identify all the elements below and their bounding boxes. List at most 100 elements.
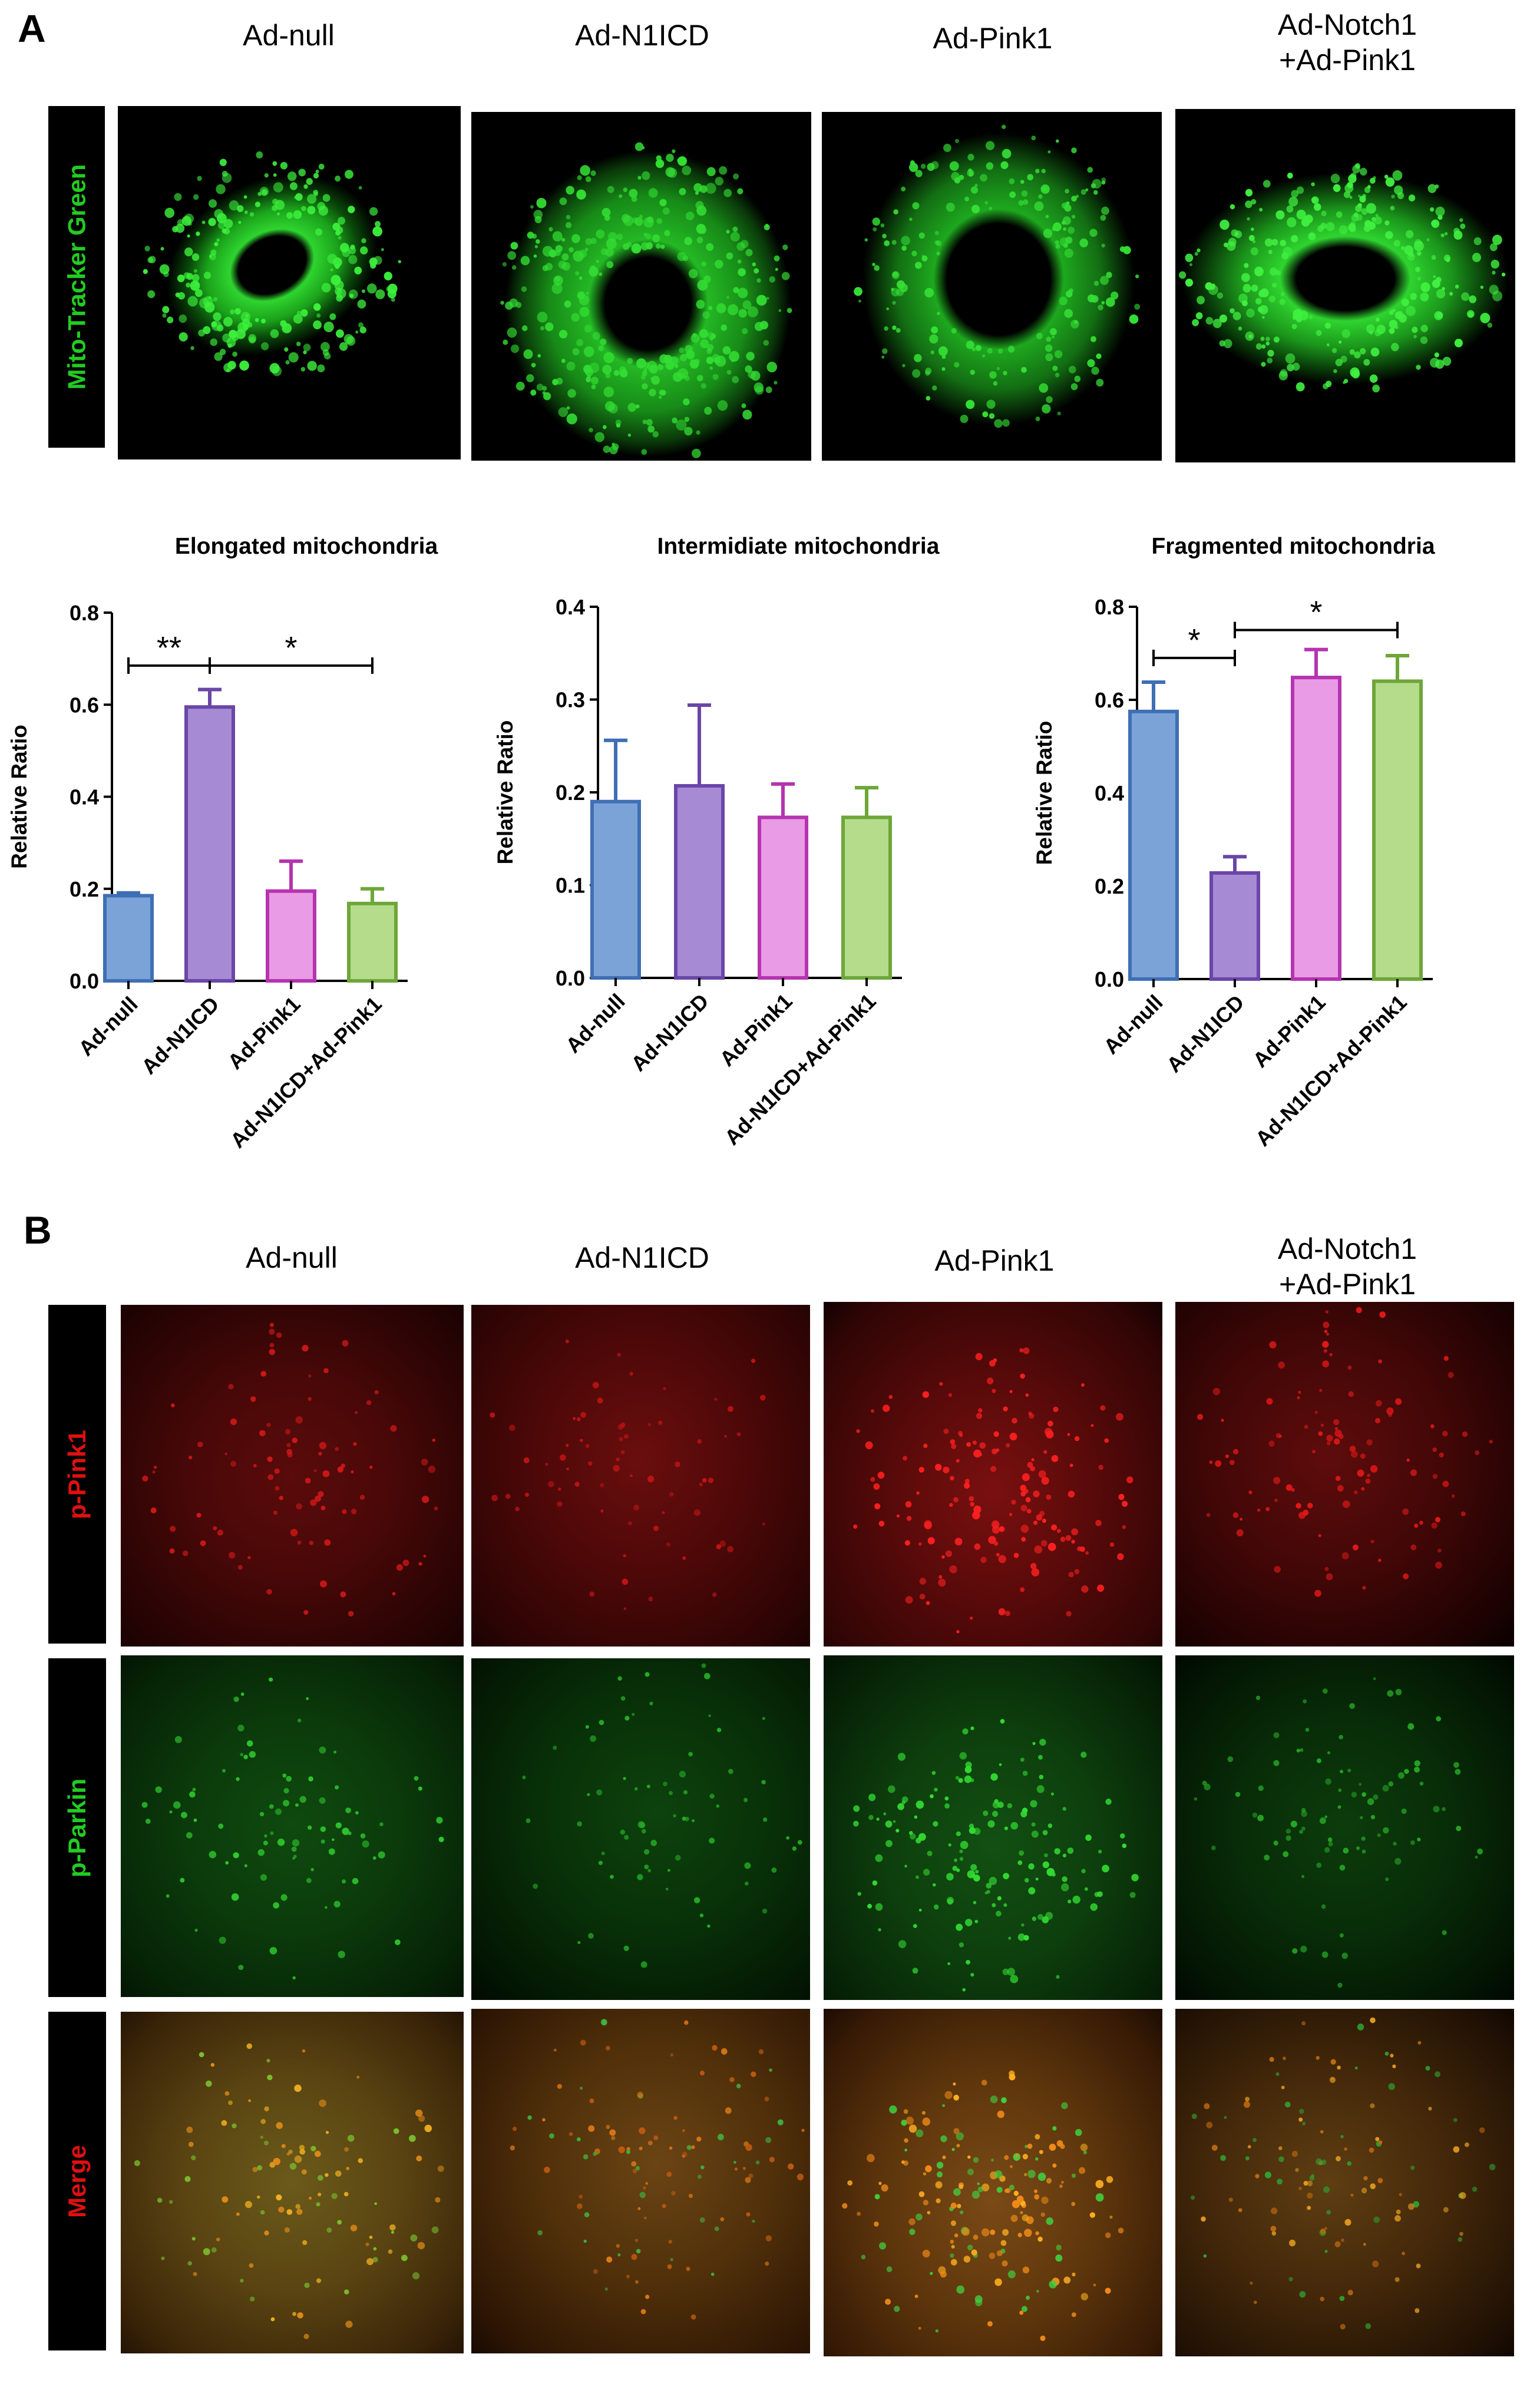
merge-image-ad-pink1: [824, 2009, 1162, 2356]
y-tick-label: 0.0: [556, 966, 585, 990]
y-tick-label: 0.2: [70, 877, 99, 901]
microscopy-speckles: [854, 124, 1141, 428]
panel-b-column-label-4: Ad-Notch1 +Ad-Pink1: [1277, 1232, 1417, 1301]
microscopy-speckles: [141, 1677, 444, 1980]
x-tick-label: Ad-null: [561, 989, 630, 1058]
microscopy-speckles: [143, 151, 401, 376]
x-tick-label: Ad-N1ICD: [626, 989, 713, 1076]
p-pink1-image-ad-n1icd: [471, 1305, 810, 1647]
x-tick-label: Ad-N1ICD+Ad-Pink1: [720, 989, 881, 1150]
p-parkin-image-ad-notch1-ad-pink1: [1175, 1655, 1514, 2000]
merge-image-ad-n1icd: [471, 2009, 810, 2353]
row-label-p-parkin: p-Parkin: [48, 1658, 106, 1997]
microscopy-speckles: [1191, 2017, 1496, 2330]
microscopy-speckles: [500, 142, 792, 458]
y-tick-label: 0.4: [1095, 781, 1124, 805]
bar: [103, 894, 154, 983]
y-tick-label: 0.2: [556, 781, 585, 805]
microscopy-speckles: [142, 1323, 438, 1617]
row-label-merge-text: Merge: [63, 2144, 91, 2218]
row-label-merge: Merge: [48, 2012, 106, 2350]
panel-b-letter: B: [24, 1208, 52, 1252]
chart-title: Elongated mitochondria: [175, 534, 438, 559]
panel-a-letter: A: [18, 6, 46, 50]
mito-image-ad-pink1: [822, 112, 1162, 461]
x-tick-label: Ad-null: [74, 992, 143, 1061]
intermidiate-mitochondria-chart: Intermidiate mitochondria Relative Ratio 0…: [493, 534, 940, 1150]
bar: [1209, 871, 1260, 981]
significance-label: *: [285, 630, 297, 666]
bar: [347, 901, 398, 983]
mito-image-ad-null: [118, 106, 461, 459]
microscopy-speckles: [1178, 163, 1506, 393]
chart-title: Intermidiate mitochondria: [657, 534, 940, 559]
panel-a-column-label-4: Ad-Notch1 +Ad-Pink1: [1277, 8, 1417, 77]
panel-a-column-label-3: Ad-Pink1: [933, 22, 1053, 55]
y-tick-label: 0.0: [1095, 967, 1124, 991]
y-axis-label: Relative Ratio: [493, 720, 517, 865]
p-parkin-image-ad-null: [121, 1655, 464, 1997]
y-tick-label: 0.8: [70, 601, 99, 625]
row-label-p-pink1-text: p-Pink1: [63, 1429, 91, 1519]
y-tick-label: 0.4: [556, 595, 585, 619]
panel-a-column-label-2: Ad-N1ICD: [575, 19, 709, 52]
y-tick-label: 0.1: [556, 874, 585, 898]
x-tick-label: Ad-Pink1: [1248, 990, 1330, 1072]
x-tick-label: Ad-N1ICD: [137, 992, 224, 1079]
y-tick-label: 0.2: [1095, 874, 1124, 898]
y-tick-label: 0.8: [1095, 595, 1124, 619]
bar: [1372, 679, 1423, 981]
bar: [266, 889, 316, 983]
microscopy-speckles: [522, 1663, 802, 1968]
y-tick-label: 0.0: [70, 969, 99, 993]
x-tick-label: Ad-N1ICD: [1162, 990, 1249, 1077]
x-tick-label: Ad-N1ICD+Ad-Pink1: [226, 992, 386, 1153]
microscopy-speckles: [134, 2043, 444, 2339]
p-pink1-image-ad-pink1: [824, 1302, 1162, 1647]
merge-image-ad-notch1-ad-pink1: [1175, 2009, 1514, 2356]
elongated-mitochondria-chart: Elongated mitochondria Relative Ratio 0.0 0…: [7, 534, 438, 1153]
panel-b-column-label-1: Ad-null: [246, 1241, 338, 1274]
bar: [674, 783, 725, 980]
mito-image-ad-notch1-ad-pink1: [1175, 109, 1515, 462]
microscopy-speckles: [853, 1347, 1133, 1634]
y-tick-label: 0.6: [70, 693, 99, 717]
x-tick-label: Ad-N1ICD+Ad-Pink1: [1251, 990, 1412, 1151]
mito-image-ad-n1icd: [471, 112, 811, 461]
microscopy-speckles: [842, 2070, 1124, 2341]
merge-image-ad-null: [121, 2012, 464, 2353]
p-pink1-image-ad-notch1-ad-pink1: [1175, 1302, 1514, 1647]
bar: [184, 705, 235, 983]
significance-label: *: [1310, 595, 1322, 630]
y-tick-label: 0.6: [1095, 688, 1124, 712]
p-parkin-image-ad-pink1: [824, 1655, 1162, 2000]
mito-tracker-label-text: Mito-Tracker Green: [62, 164, 90, 390]
fragmented-mitochondria-chart: Fragmented mitochondria Relative Ratio 0.0…: [1032, 534, 1435, 1151]
significance-label: **: [157, 630, 181, 666]
panel-b-column-label-3: Ad-Pink1: [934, 1244, 1055, 1277]
panel-a-column-label-1: Ad-null: [243, 19, 335, 52]
bar: [1128, 709, 1179, 981]
microscopy-speckles: [490, 1339, 766, 1611]
p-pink1-image-ad-null: [121, 1305, 464, 1647]
y-tick-label: 0.4: [70, 785, 99, 809]
x-tick-label: Ad-Pink1: [715, 989, 797, 1071]
row-label-p-parkin-text: p-Parkin: [63, 1778, 91, 1877]
x-tick-label: Ad-null: [1099, 990, 1168, 1059]
microscopy-speckles: [1197, 1307, 1493, 1597]
significance-label: *: [1188, 623, 1200, 658]
mito-tracker-label: Mito-Tracker Green: [48, 106, 105, 448]
y-axis-label: Relative Ratio: [1032, 721, 1056, 865]
bar: [841, 815, 892, 980]
chart-title: Fragmented mitochondria: [1151, 534, 1435, 559]
x-tick-label: Ad-Pink1: [223, 992, 305, 1074]
p-parkin-image-ad-n1icd: [471, 1658, 810, 2000]
microscopy-speckles: [510, 2019, 805, 2320]
bar: [1291, 676, 1341, 981]
microscopy-speckles: [1194, 1677, 1483, 1988]
bar: [590, 799, 641, 980]
row-label-p-pink1: p-Pink1: [48, 1305, 106, 1644]
microscopy-speckles: [853, 1718, 1139, 1992]
panel-b-column-label-2: Ad-N1ICD: [575, 1241, 709, 1274]
y-axis-label: Relative Ratio: [7, 725, 31, 869]
